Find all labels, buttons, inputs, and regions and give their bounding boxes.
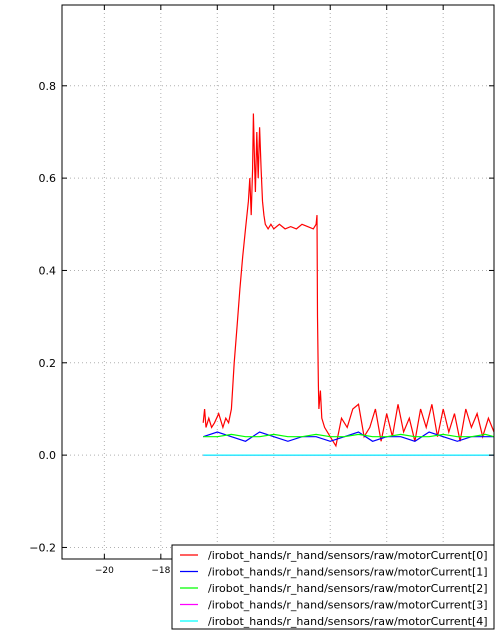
legend-entry: /irobot_hands/r_hand/sensors/raw/motorCu… <box>208 582 488 595</box>
y-tick-label: 0.2 <box>39 357 57 370</box>
axis-ticks: −0.2 0.0 0.2 0.4 0.6 0.8 −20 −18 <box>29 5 494 576</box>
x-tick-label: −18 <box>151 566 170 576</box>
series-line-2 <box>203 433 494 438</box>
legend-entry: /irobot_hands/r_hand/sensors/raw/motorCu… <box>208 599 488 612</box>
legend-entry: /irobot_hands/r_hand/sensors/raw/motorCu… <box>208 615 488 628</box>
y-tick-label: −0.2 <box>29 541 56 554</box>
series-line-0 <box>202 113 494 448</box>
y-tick-label: 0.0 <box>39 449 57 462</box>
grid <box>62 5 494 559</box>
legend-box <box>171 544 495 630</box>
y-tick-label: 0.6 <box>39 172 57 185</box>
legend-entry: /irobot_hands/r_hand/sensors/raw/motorCu… <box>208 549 488 562</box>
legend: /irobot_hands/r_hand/sensors/raw/motorCu… <box>171 544 495 630</box>
series-layer <box>202 113 494 456</box>
y-tick-label: 0.4 <box>39 264 57 277</box>
plot-background <box>62 5 494 559</box>
legend-entry: /irobot_hands/r_hand/sensors/raw/motorCu… <box>208 566 488 579</box>
x-tick-label: −20 <box>95 566 114 576</box>
y-tick-label: 0.8 <box>39 80 57 93</box>
